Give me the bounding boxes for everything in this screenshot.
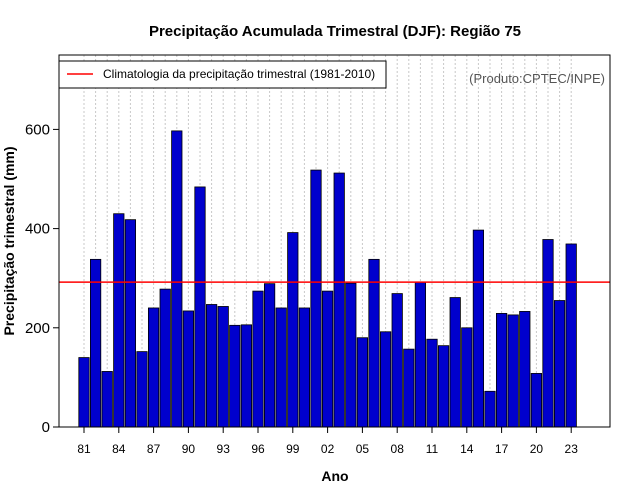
- x-tick-label: 84: [112, 442, 126, 456]
- bar-2014: [461, 327, 473, 428]
- x-tick-label: 90: [182, 442, 196, 456]
- bar-2019: [519, 311, 531, 428]
- x-tick-label: 93: [217, 442, 231, 456]
- bar-1996: [252, 290, 264, 428]
- bar-2002: [321, 290, 334, 428]
- plot-frame: [58, 54, 611, 428]
- x-tick-label: 11: [426, 442, 439, 456]
- x-tick-label: 14: [460, 442, 474, 456]
- bar-2010: [414, 281, 427, 428]
- bar-2017: [495, 313, 508, 428]
- bar-2022: [554, 300, 566, 428]
- legend: Climatologia da precipitação trimestral …: [58, 60, 387, 89]
- bar-2000: [298, 307, 311, 428]
- bar-1985: [124, 219, 136, 428]
- legend-box: [58, 60, 387, 89]
- bar-1986: [136, 351, 148, 428]
- y-axis-label: Precipitação trimestral (mm): [1, 146, 17, 335]
- bar-1994: [229, 324, 241, 428]
- x-tick-label: 08: [391, 442, 405, 456]
- x-tick-label: 81: [77, 442, 91, 456]
- legend-label: Climatologia da precipitação trimestral …: [103, 67, 375, 81]
- x-tick-label: 02: [321, 442, 335, 456]
- bar-2013: [449, 297, 461, 428]
- bar-1991: [194, 186, 206, 428]
- bar-2023: [565, 243, 577, 428]
- bar-1999: [287, 232, 299, 428]
- y-tick-label: 200: [25, 320, 50, 337]
- x-tick-label: 23: [565, 442, 579, 456]
- bar-1984: [113, 213, 125, 428]
- x-axis: 81 84 87 90 93 96 99 02 05 08 11 14 17 20 23: [77, 427, 578, 456]
- bar-2021: [542, 239, 554, 428]
- bar-series: [78, 130, 577, 428]
- bar-1998: [275, 307, 287, 428]
- bar-2007: [379, 331, 392, 428]
- x-tick-label: 05: [356, 442, 370, 456]
- bar-2004: [345, 282, 357, 428]
- x-tick-label: 17: [495, 442, 509, 456]
- bar-1983: [101, 371, 113, 428]
- bar-1995: [240, 324, 252, 428]
- bar-2012: [437, 345, 450, 428]
- y-tick-label: 600: [25, 121, 50, 138]
- y-axis: 0 200 400 600: [25, 121, 59, 436]
- bar-1981: [78, 357, 90, 428]
- bar-1993: [217, 306, 229, 428]
- x-tick-label: 96: [251, 442, 265, 456]
- x-axis-label: Ano: [321, 468, 348, 484]
- x-tick-label: 20: [530, 442, 544, 456]
- y-tick-label: 400: [25, 221, 50, 238]
- y-tick-label: 0: [42, 419, 50, 436]
- bar-2016: [484, 390, 496, 428]
- bar-1990: [182, 310, 194, 428]
- bar-1988: [159, 288, 171, 428]
- bar-2009: [403, 348, 415, 428]
- bar-2008: [391, 293, 403, 428]
- bar-2001: [310, 169, 322, 428]
- product-credit: (Produto:CPTEC/INPE): [469, 71, 605, 86]
- bar-2018: [507, 314, 519, 428]
- x-tick-label: 99: [286, 442, 300, 456]
- bar-1987: [147, 307, 160, 428]
- bar-2005: [356, 337, 369, 428]
- bar-1992: [205, 304, 218, 428]
- bar-2015: [472, 229, 485, 428]
- bar-2006: [368, 258, 380, 428]
- bar-2020: [530, 373, 543, 428]
- x-tick-label: 87: [147, 442, 161, 456]
- bar-1982: [90, 258, 102, 428]
- bar-1989: [171, 130, 183, 428]
- bar-2011: [426, 338, 438, 428]
- chart-title: Precipitação Acumulada Trimestral (DJF):…: [149, 23, 521, 40]
- bar-2003: [333, 172, 345, 428]
- bar-1997: [263, 283, 276, 428]
